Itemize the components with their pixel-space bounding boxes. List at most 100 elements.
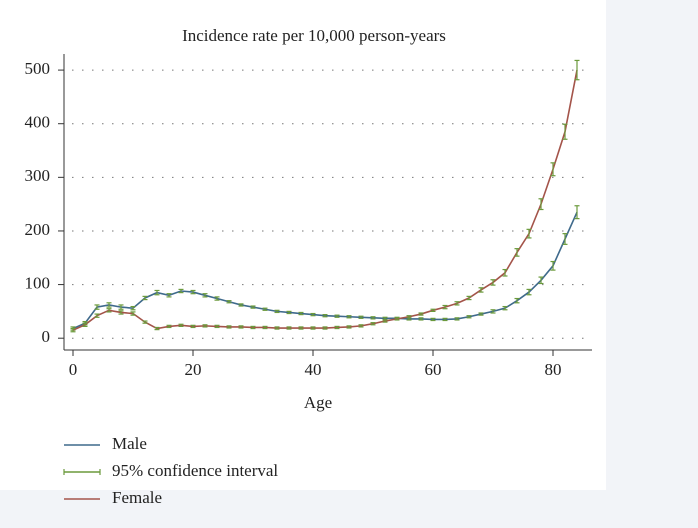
- y-tick-label: 400: [25, 113, 51, 132]
- y-tick-label: 300: [25, 166, 51, 185]
- y-tick-label: 200: [25, 220, 51, 239]
- error-bar: [502, 268, 508, 277]
- legend-label: Male: [112, 434, 147, 453]
- error-bar: [214, 296, 220, 301]
- error-bar: [550, 260, 556, 271]
- error-bar: [202, 324, 208, 328]
- error-bar: [442, 317, 448, 322]
- error-bar: [250, 325, 256, 330]
- error-bar: [430, 317, 436, 322]
- error-bar: [262, 307, 268, 311]
- error-bar: [118, 310, 124, 315]
- y-tick-label: 500: [25, 59, 51, 78]
- error-bar: [82, 322, 88, 328]
- error-bar: [382, 319, 388, 323]
- error-bar: [70, 327, 76, 333]
- error-bar: [106, 308, 112, 313]
- error-bar: [370, 316, 376, 320]
- error-bar: [370, 322, 376, 326]
- error-bar: [442, 304, 448, 310]
- y-tick-label: 100: [25, 273, 51, 292]
- x-tick-label: 20: [185, 360, 202, 379]
- error-bar: [550, 162, 556, 177]
- x-tick-label: 60: [425, 360, 442, 379]
- error-bar: [238, 303, 244, 307]
- error-bar: [274, 309, 280, 314]
- error-bar: [142, 320, 148, 324]
- error-bar: [310, 326, 316, 330]
- error-bar: [226, 325, 232, 329]
- error-bar: [466, 315, 472, 319]
- error-bar: [514, 248, 520, 257]
- error-bar: [226, 300, 232, 304]
- error-bar: [502, 305, 508, 311]
- legend-label: Female: [112, 488, 162, 507]
- error-bar: [562, 233, 568, 245]
- error-bar: [154, 289, 160, 296]
- chart-title: Incidence rate per 10,000 person-years: [182, 26, 446, 45]
- x-tick-label: 0: [69, 360, 78, 379]
- error-bar: [118, 304, 124, 310]
- error-bar: [526, 288, 532, 296]
- error-bar: [262, 325, 268, 330]
- error-bar: [238, 325, 244, 329]
- error-bar: [418, 317, 424, 321]
- error-bar: [358, 315, 364, 319]
- error-bar: [526, 228, 532, 239]
- error-bar: [166, 293, 172, 298]
- error-bar: [322, 314, 328, 318]
- error-bar: [466, 295, 472, 301]
- error-bar: [310, 312, 316, 317]
- error-bar: [106, 302, 112, 308]
- error-bar: [190, 324, 196, 329]
- error-bar: [166, 324, 172, 329]
- error-bar: [454, 301, 460, 306]
- error-bar: [322, 326, 328, 330]
- error-bar: [154, 326, 160, 331]
- error-bar: [334, 325, 340, 330]
- error-bar: [562, 123, 568, 140]
- error-bar: [478, 312, 484, 316]
- error-bar: [406, 315, 412, 319]
- error-bar: [574, 205, 580, 220]
- y-tick-label: 0: [42, 327, 51, 346]
- error-bar: [142, 295, 148, 301]
- error-bar: [490, 279, 496, 286]
- error-bar: [94, 304, 100, 310]
- error-bar: [538, 276, 544, 285]
- error-bar: [346, 315, 352, 319]
- error-bar: [178, 288, 184, 294]
- error-bar: [190, 289, 196, 295]
- chart-background: [0, 0, 606, 490]
- error-bar: [574, 59, 580, 81]
- error-bar: [94, 313, 100, 318]
- error-bar: [418, 312, 424, 316]
- error-bar: [334, 314, 340, 318]
- error-bar: [514, 297, 520, 304]
- error-bar: [130, 305, 136, 311]
- error-bar: [346, 325, 352, 329]
- error-bar: [430, 308, 436, 312]
- error-bar: [286, 310, 292, 315]
- error-bar: [214, 324, 220, 329]
- error-bar: [454, 317, 460, 321]
- error-bar: [130, 311, 136, 316]
- error-bar: [286, 326, 292, 330]
- error-bar: [538, 198, 544, 211]
- error-bar: [490, 309, 496, 314]
- x-tick-label: 80: [545, 360, 562, 379]
- error-bar: [274, 326, 280, 330]
- x-tick-label: 40: [305, 360, 322, 379]
- error-bar: [250, 305, 256, 309]
- error-bar: [298, 311, 304, 316]
- error-bar: [478, 287, 484, 293]
- x-axis-label: Age: [304, 393, 332, 412]
- error-bar: [178, 323, 184, 328]
- error-bar: [394, 317, 400, 321]
- legend-label: 95% confidence interval: [112, 461, 278, 480]
- error-bar: [358, 324, 364, 328]
- error-bar: [298, 326, 304, 330]
- error-bar: [202, 293, 208, 298]
